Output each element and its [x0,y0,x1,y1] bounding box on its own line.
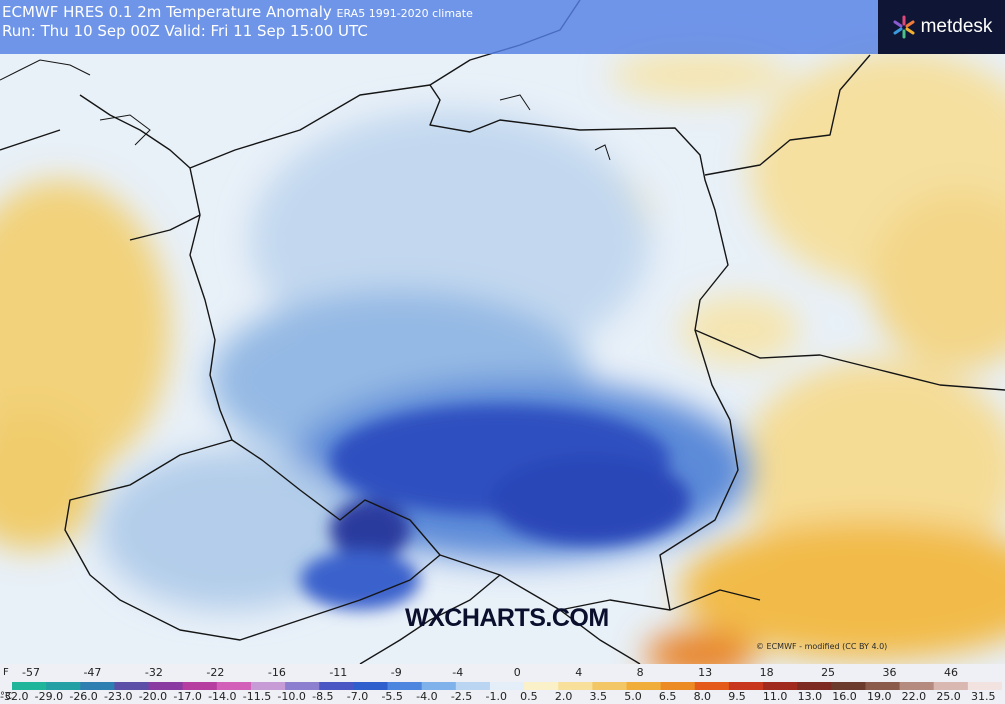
celsius-tick-label: 25.0 [936,690,961,703]
coastline-islands [0,59,611,161]
metdesk-logo-icon [893,15,915,39]
color-swatch [728,682,764,690]
color-swatch [865,682,901,690]
fahrenheit-tick-label: 8 [636,666,644,679]
color-swatch [250,682,286,690]
color-swatch [489,682,525,690]
color-swatch [216,682,252,690]
color-swatch [831,682,866,690]
fahrenheit-tick-label: 13 [698,666,713,679]
celsius-tick-label: -17.0 [173,690,202,703]
color-swatch [387,682,423,690]
color-swatch [558,682,593,690]
color-swatch [933,682,969,690]
celsius-tick-label: -5.5 [381,690,403,703]
fahrenheit-tick-label: 18 [759,666,774,679]
celsius-tick-label: 16.0 [832,690,857,703]
celsius-tick-label: 6.5 [658,690,677,703]
color-swatch [763,682,798,690]
color-swatch [353,682,389,690]
fahrenheit-tick-label: -22 [206,666,225,679]
celsius-tick-label: -32.0 [0,690,29,703]
celsius-tick-label: 3.5 [589,690,608,703]
color-swatch [455,682,491,690]
celsius-tick-label: -4.0 [416,690,438,703]
celsius-tick-label: 31.5 [971,690,996,703]
celsius-tick-label: 13.0 [797,690,823,703]
fahrenheit-tick-label: -47 [83,666,102,679]
fahrenheit-tick-label: -11 [329,666,348,679]
celsius-tick-label: 5.0 [624,690,642,703]
color-swatch [285,682,320,690]
color-scale-bar [12,682,1002,690]
color-swatch [148,682,184,690]
color-swatch [524,682,559,690]
celsius-tick-label: -8.5 [312,690,334,703]
color-swatch [592,682,627,690]
fahrenheit-tick-label: 0 [513,666,521,679]
celsius-tick-label: -29.0 [34,690,64,703]
celsius-tick-label: -10.0 [277,690,306,703]
credit-text: © ECMWF - modified (CC BY 4.0) [756,642,888,651]
celsius-ticks: -32.0 -29.0 -26.0 -23.0 -20.0 -17.0 -14.0 -11.5… [0,690,1005,703]
anomaly-warm-areas [0,50,1005,664]
color-swatch [660,682,696,690]
map-title: ECMWF HRES 0.1 2m Temperature Anomaly ER… [2,3,473,21]
fahrenheit-tick-label: 25 [821,666,836,679]
color-swatch [694,682,730,690]
country-borders [0,0,1005,664]
celsius-tick-label: -11.5 [242,690,272,703]
fahrenheit-tick-label: -4 [452,666,464,679]
legend-unit-c: °C [0,691,12,702]
fahrenheit-tick-label: -32 [144,666,163,679]
run-valid-time: Run: Thu 10 Sep 00Z Valid: Fri 11 Sep 15… [2,22,368,40]
logo-text: metdesk [920,16,993,37]
celsius-tick-label: -23.0 [104,690,133,703]
color-swatch [899,682,935,690]
celsius-tick-label: 22.0 [901,690,927,703]
color-swatch [797,682,832,690]
fahrenheit-ticks: -57 -47 -32 -22 -16 -11 -9 -4 0 4 8 13 18 25 36 46 [0,666,1005,679]
watermark: WXCHARTS.COM [405,604,609,632]
color-swatch [319,682,354,690]
color-swatch [967,682,1002,690]
celsius-tick-label: -14.0 [208,690,237,703]
color-swatch [182,682,218,690]
celsius-tick-label: -20.0 [138,690,168,703]
celsius-tick-label: -1.0 [485,690,507,703]
climate-reference: ERA5 1991-2020 climate [336,7,473,20]
fahrenheit-tick-label: -57 [22,666,40,679]
celsius-tick-label: 11.0 [762,690,788,703]
fahrenheit-tick-label: -9 [390,666,402,679]
color-swatch [114,682,150,690]
celsius-tick-label: -7.0 [346,690,369,703]
celsius-tick-label: 0.5 [520,690,538,703]
color-swatch [46,682,81,690]
temperature-anomaly-map [0,0,1005,664]
fahrenheit-tick-label: -16 [267,666,286,679]
color-swatch [421,682,457,690]
map-title-bar: ECMWF HRES 0.1 2m Temperature Anomaly ER… [0,0,878,54]
color-legend: F °C -57 -47 -32 -22 -16 -11 -9 -4 0 4 8 13 18 25 36 46… [0,664,1005,704]
celsius-tick-label: 2.0 [554,690,573,703]
model-name: ECMWF HRES 0.1 [2,3,133,21]
color-swatch [12,682,47,690]
metdesk-logo: metdesk [878,0,1005,54]
fahrenheit-tick-label: 4 [575,666,583,679]
fahrenheit-tick-label: 36 [882,666,897,679]
legend-unit-f: F [3,667,9,678]
color-swatch [626,682,662,690]
color-swatch [80,682,115,690]
celsius-tick-label: 8.0 [693,690,712,703]
celsius-tick-label: -26.0 [69,690,98,703]
celsius-tick-label: 19.0 [866,690,892,703]
fahrenheit-tick-label: 46 [944,666,958,679]
variable-name: 2m Temperature Anomaly [137,3,332,21]
celsius-tick-label: 9.5 [728,690,746,703]
anomaly-core-areas [300,405,690,610]
celsius-tick-label: -2.5 [450,690,473,703]
